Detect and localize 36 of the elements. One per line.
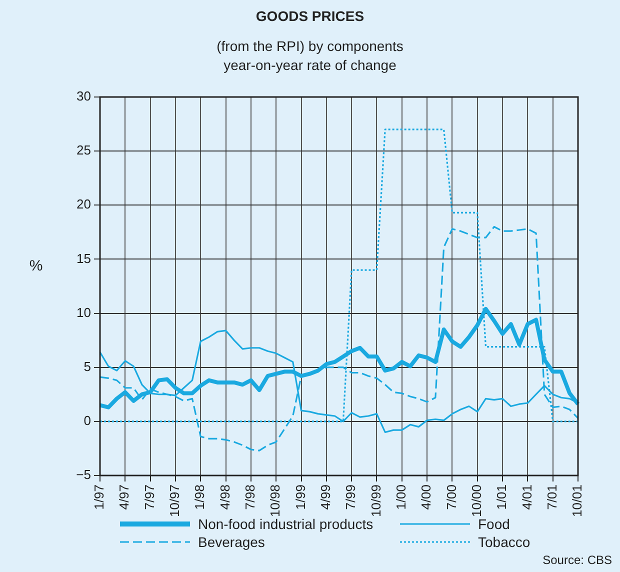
y-tick-label: 0 (84, 412, 91, 428)
x-tick-label: 10/97 (167, 484, 182, 518)
chart-subtitle: (from the RPI) by components year-on-year rate of change (216, 37, 404, 75)
x-tick-label: 4/98 (217, 484, 232, 510)
x-tick-label: 1/00 (393, 484, 408, 510)
y-tick-label: 30 (76, 88, 91, 104)
x-tick-label: 1/01 (494, 484, 510, 510)
x-tick-label: 1/99 (292, 484, 308, 510)
x-tick-label: 7/98 (242, 484, 258, 510)
x-tick-label: 4/97 (116, 484, 132, 510)
legend-label: Tobacco (478, 534, 530, 550)
x-tick-label: 7/01 (544, 484, 560, 510)
y-tick-label: 15 (76, 250, 91, 266)
y-tick-label: 10 (76, 304, 91, 320)
x-tick-label: 10/01 (570, 484, 585, 518)
y-tick-label: 20 (76, 196, 91, 212)
y-tick-label: −5 (76, 467, 91, 482)
x-tick-label: 10/99 (368, 484, 384, 518)
source-note: Source: CBS (542, 553, 612, 567)
x-tick-label: 4/99 (318, 484, 333, 510)
y-tick-label: 25 (76, 142, 91, 158)
legend-label: Beverages (198, 534, 265, 550)
x-tick-label: 1/98 (192, 484, 208, 510)
y-tick-label: 5 (84, 358, 91, 374)
x-tick-label: 7/99 (343, 484, 358, 510)
x-tick-label: 10/00 (468, 484, 484, 518)
chart-title: GOODS PRICES (254, 8, 366, 24)
x-tick-label: 4/00 (418, 484, 434, 510)
x-tick-label: 4/01 (519, 484, 534, 510)
x-tick-label: 10/98 (268, 484, 283, 518)
y-axis-title: % (29, 257, 43, 274)
x-tick-label: 7/97 (142, 484, 157, 510)
legend-label: Non-food industrial products (198, 516, 374, 532)
legend-label: Food (478, 516, 510, 532)
x-tick-label: 1/97 (92, 484, 107, 510)
x-tick-label: 7/00 (444, 484, 459, 510)
